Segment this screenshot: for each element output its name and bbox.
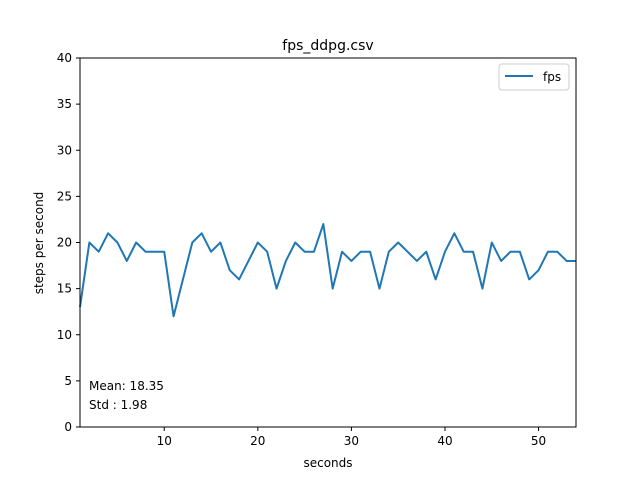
axes-frame bbox=[79, 57, 577, 428]
y-tick-label: 10 bbox=[57, 328, 72, 342]
y-tick-label: 25 bbox=[57, 189, 72, 203]
mean-annotation: Mean: 18.35 bbox=[89, 379, 164, 393]
x-axis-label: seconds bbox=[303, 456, 352, 470]
legend-label: fps bbox=[543, 70, 561, 84]
ticks-layer: 10 20 30 40 50 0 5 10 15 20 25 30 35 40 bbox=[57, 51, 546, 448]
std-annotation: Std : 1.98 bbox=[89, 398, 147, 412]
y-tick-label: 0 bbox=[64, 420, 72, 434]
y-axis-label: steps per second bbox=[32, 192, 46, 295]
chart-title: fps_ddpg.csv bbox=[282, 38, 373, 54]
series-line-fps bbox=[79, 223, 576, 318]
x-tick-label: 10 bbox=[157, 434, 172, 448]
series-layer bbox=[79, 223, 576, 318]
x-tick-label: 30 bbox=[344, 434, 359, 448]
y-tick-label: 35 bbox=[57, 97, 72, 111]
y-tick-label: 20 bbox=[57, 236, 72, 250]
y-tick-label: 30 bbox=[57, 143, 72, 157]
x-tick-label: 50 bbox=[531, 434, 546, 448]
y-tick-label: 15 bbox=[57, 282, 72, 296]
x-tick-label: 40 bbox=[437, 434, 452, 448]
y-tick-label: 40 bbox=[57, 51, 72, 65]
y-tick-label: 5 bbox=[64, 374, 72, 388]
x-tick-label: 20 bbox=[250, 434, 265, 448]
legend-box bbox=[498, 63, 570, 91]
legend: fps bbox=[498, 63, 570, 91]
